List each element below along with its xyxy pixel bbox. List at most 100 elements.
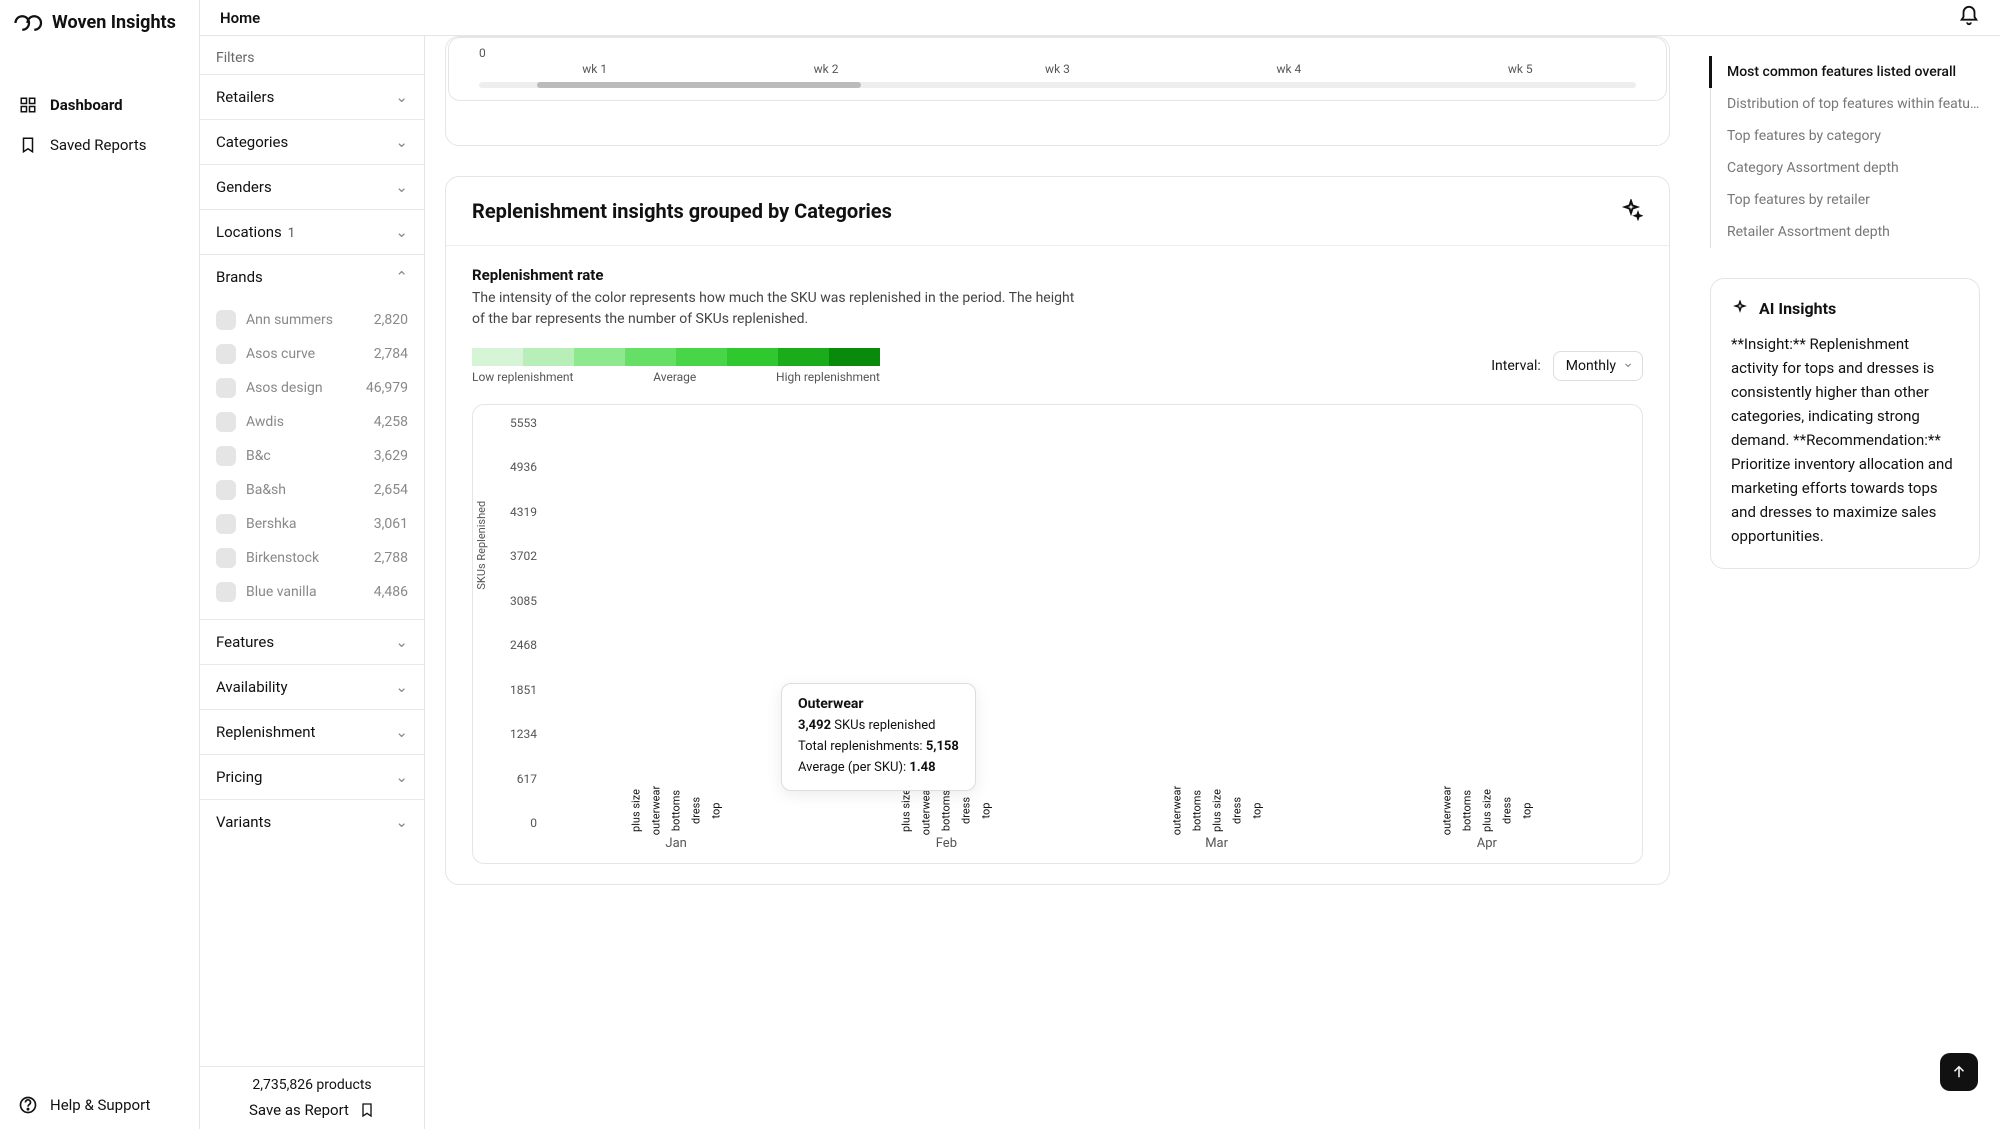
chevron-down-icon: ⌄ (395, 223, 408, 241)
xlabel: Mar (1082, 836, 1352, 851)
toc-item[interactable]: Top features by category (1711, 120, 1980, 152)
nav-dashboard[interactable]: Dashboard (0, 85, 199, 125)
xlabel: Feb (811, 836, 1081, 851)
toc-item[interactable]: Most common features listed overall (1709, 56, 1980, 88)
bar-label: plus size (900, 789, 913, 832)
brand-count: 2,820 (374, 312, 408, 328)
save-report-button[interactable]: Save as Report (216, 1093, 408, 1119)
ai-insight-label: **Insight:** (1731, 335, 1806, 353)
brand-item[interactable]: Ann summers 2,820 (216, 303, 408, 337)
filter-availability[interactable]: Availability⌄ (200, 664, 424, 709)
chart-yaxis: 555349364319370230852468185112346170 (493, 423, 537, 823)
scroll-top-button[interactable] (1940, 1053, 1978, 1091)
checkbox[interactable] (216, 310, 236, 330)
filter-replenishment[interactable]: Replenishment⌄ (200, 709, 424, 754)
brand-count: 4,258 (374, 414, 408, 430)
ytick: 1234 (510, 727, 537, 741)
filter-genders[interactable]: Genders⌄ (200, 164, 424, 209)
brand-item[interactable]: Asos curve2,784 (216, 337, 408, 371)
toc-item[interactable]: Retailer Assortment depth (1711, 216, 1980, 248)
ytick: 1851 (510, 683, 537, 697)
bar-label: bottoms (1190, 790, 1203, 831)
filter-features-label: Features (216, 633, 274, 651)
brand-item[interactable]: Blue vanilla4,486 (216, 575, 408, 609)
bar-label: top (1250, 803, 1263, 819)
nav-help[interactable]: Help & Support (0, 1081, 199, 1129)
brand-name: Ann summers (246, 312, 333, 328)
brand-item[interactable]: Bershka3,061 (216, 507, 408, 541)
filters-header: Filters (200, 36, 424, 74)
desc-text: The intensity of the color represents ho… (472, 288, 1082, 330)
ai-body: **Insight:** Replenishment activity for … (1731, 332, 1959, 548)
content-area: 0 wk 1wk 2wk 3wk 4wk 5 Replenishment ins… (425, 36, 1690, 1129)
legend-segment (472, 348, 523, 366)
checkbox[interactable] (216, 446, 236, 466)
brand-item[interactable]: Birkenstock2,788 (216, 541, 408, 575)
filter-locations-count: 1 (288, 226, 295, 241)
filter-features[interactable]: Features⌄ (200, 619, 424, 664)
sparkle-icon (1731, 300, 1749, 318)
checkbox[interactable] (216, 378, 236, 398)
bar-label: top (1520, 803, 1533, 819)
toc-item[interactable]: Distribution of top features within feat… (1711, 88, 1980, 120)
bar-label: outerwear (650, 786, 663, 835)
sparkle-icon[interactable] (1619, 199, 1643, 223)
brand-name: Asos design (246, 380, 323, 396)
mini-chart-scrollbar[interactable] (479, 82, 1636, 88)
filter-variants[interactable]: Variants⌄ (200, 799, 424, 844)
ai-rec-label: **Recommendation:** (1793, 431, 1941, 449)
bell-icon[interactable] (1958, 5, 1980, 31)
checkbox[interactable] (216, 344, 236, 364)
toc-item[interactable]: Top features by retailer (1711, 184, 1980, 216)
checkbox[interactable] (216, 582, 236, 602)
legend-segment (523, 348, 574, 366)
xlabel: Jan (541, 836, 811, 851)
filter-replenishment-label: Replenishment (216, 723, 315, 741)
interval-select[interactable]: Monthly (1553, 351, 1643, 381)
bar-label: outerwear (1440, 786, 1453, 835)
brand-item[interactable]: Ba&sh2,654 (216, 473, 408, 507)
filter-pricing[interactable]: Pricing⌄ (200, 754, 424, 799)
topbar: Home (200, 0, 2000, 36)
filter-retailers-label: Retailers (216, 88, 274, 106)
brand-name: Ba&sh (246, 482, 286, 498)
nav-help-label: Help & Support (50, 1096, 150, 1114)
desc-title: Replenishment rate (472, 266, 1643, 284)
brand-item[interactable]: Asos design46,979 (216, 371, 408, 405)
nav-saved-reports[interactable]: Saved Reports (0, 125, 199, 165)
checkbox[interactable] (216, 412, 236, 432)
chart-xaxis: JanFebMarApr (541, 836, 1622, 851)
tooltip-avg: 1.48 (909, 760, 935, 775)
tooltip-avg-label: Average (per SKU): (798, 760, 909, 775)
toc-item[interactable]: Category Assortment depth (1711, 152, 1980, 184)
brand-count: 4,486 (374, 584, 408, 600)
bar-label: dress (690, 797, 703, 824)
week-label: wk 5 (1475, 62, 1565, 76)
chevron-down-icon: ⌄ (395, 88, 408, 106)
home-link[interactable]: Home (220, 9, 260, 27)
brand-name: Bershka (246, 516, 297, 532)
brand-count: 2,788 (374, 550, 408, 566)
arrow-up-icon (1950, 1063, 1968, 1081)
right-panel: Most common features listed overallDistr… (1690, 36, 2000, 1129)
brand-item[interactable]: Awdis 4,258 (216, 405, 408, 439)
chevron-up-icon: ⌃ (395, 268, 408, 286)
checkbox[interactable] (216, 514, 236, 534)
replenishment-chart: SKUs Replenished 55534936431937023085246… (472, 404, 1643, 864)
checkbox[interactable] (216, 480, 236, 500)
checkbox[interactable] (216, 548, 236, 568)
legend-segment (778, 348, 829, 366)
filter-categories[interactable]: Categories⌄ (200, 119, 424, 164)
bookmark-icon (18, 135, 38, 155)
ytick: 4319 (510, 505, 537, 519)
filter-locations[interactable]: Locations1⌄ (200, 209, 424, 254)
tooltip-count: 3,492 (798, 718, 831, 733)
brand-name: Awdis (246, 414, 284, 430)
help-icon (18, 1095, 38, 1115)
filter-brands[interactable]: Brands⌃ (200, 254, 424, 299)
brand-logo[interactable]: Woven Insights (0, 0, 199, 45)
filter-retailers[interactable]: Retailers ⌄ (200, 74, 424, 119)
brand-item[interactable]: B&c3,629 (216, 439, 408, 473)
chart-bars: plus sizeouterwearbottomsdresstopplus si… (541, 423, 1622, 823)
brand-list: Ann summers2,820Asos curve2,784Asos desi… (200, 299, 424, 619)
